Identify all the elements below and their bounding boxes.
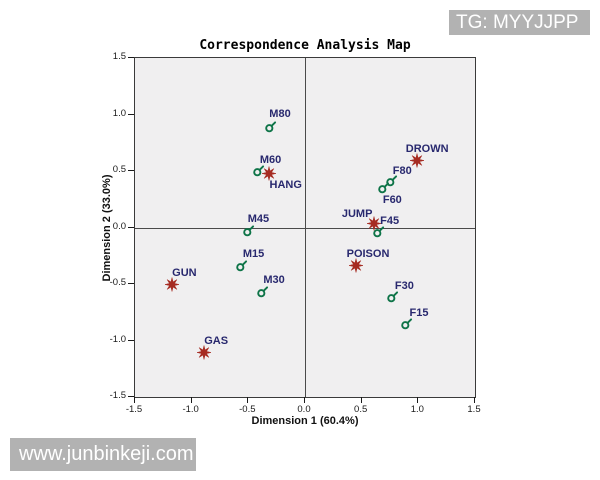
y-tick-label: 1.0 <box>112 107 126 119</box>
bottom-left-watermark: www.junbinkeji.com <box>10 438 196 471</box>
male-symbol-marker-f60 <box>378 181 391 199</box>
point-label-drown: DROWN <box>405 143 449 156</box>
y-tick-label: -0.5 <box>109 277 126 288</box>
x-tick-mark <box>134 397 135 403</box>
point-label-hang: HANG <box>269 178 302 191</box>
y-tick-label: 0.0 <box>112 220 126 232</box>
x-tick-label: -1.5 <box>125 404 143 415</box>
y-tick-mark <box>128 170 134 171</box>
star-marker-hang <box>261 165 276 186</box>
male-symbol-marker-f45 <box>372 225 385 243</box>
x-axis-label: Dimension 1 (60.4%) <box>251 415 359 427</box>
point-label-m60: M60 <box>259 154 282 167</box>
plot-area: M80 M60 M45 M15 M30 F80 F60 F45 F30 F15 … <box>134 57 476 398</box>
chart-title: Correspondence Analysis Map <box>199 38 411 53</box>
y-tick-mark <box>128 396 134 397</box>
point-label-f30: F30 <box>394 279 414 292</box>
point-label-poison: POISON <box>346 248 390 261</box>
x-tick-label: 1.5 <box>467 404 481 415</box>
y-tick-mark <box>128 283 134 284</box>
point-label-m80: M80 <box>269 108 291 121</box>
x-tick-label: 0.5 <box>354 404 368 415</box>
male-symbol-marker-m30 <box>257 285 270 303</box>
x-tick-label: 1.0 <box>410 404 424 415</box>
male-symbol-marker-f15 <box>401 317 414 335</box>
y-tick-mark <box>128 339 134 341</box>
x-tick-mark <box>247 397 249 403</box>
star-marker-gun <box>165 277 180 297</box>
x-tick-mark <box>474 397 475 403</box>
y-tick-label: 0.5 <box>112 164 126 175</box>
point-label-f80: F80 <box>392 165 412 178</box>
x-tick-label: 0.0 <box>297 404 311 415</box>
y-tick-label: -1.0 <box>109 333 126 345</box>
x-tick-mark <box>360 397 362 403</box>
male-symbol-marker-m15 <box>235 259 248 277</box>
x-tick-mark <box>304 397 305 403</box>
star-marker-jump <box>367 216 382 236</box>
top-right-watermark: TG: MYYJJPP <box>449 10 590 35</box>
point-label-gun: GUN <box>172 267 197 280</box>
y-axis-label: Dimension 2 (33.0%) <box>101 174 113 282</box>
male-symbol-marker-f80 <box>386 174 399 192</box>
point-label-m15: M15 <box>242 248 265 261</box>
y-tick-mark <box>128 226 134 228</box>
y-tick-label: 1.5 <box>112 51 126 62</box>
x-tick-mark <box>417 397 419 403</box>
y-tick-mark <box>128 113 134 115</box>
point-label-f60: F60 <box>382 194 402 207</box>
x-tick-mark <box>190 397 192 403</box>
point-label-m30: M30 <box>263 274 285 287</box>
point-label-f15: F15 <box>409 306 429 319</box>
male-symbol-marker-f30 <box>387 290 400 308</box>
x-tick-label: -0.5 <box>239 404 256 415</box>
zero-reference-line-horizontal <box>135 227 475 229</box>
male-symbol-marker-m80 <box>265 120 278 138</box>
star-marker-gas <box>197 345 212 365</box>
y-tick-mark <box>128 57 134 58</box>
x-tick-label: -1.0 <box>182 404 199 415</box>
point-label-gas: GAS <box>204 335 229 348</box>
point-label-f45: F45 <box>380 215 400 228</box>
star-marker-poison <box>348 258 364 278</box>
point-label-m45: M45 <box>247 213 270 226</box>
male-symbol-marker-m45 <box>243 224 256 242</box>
star-marker-drown <box>410 153 425 173</box>
male-symbol-marker-m60 <box>252 164 265 182</box>
point-label-jump: JUMP <box>341 208 373 221</box>
y-tick-label: -1.5 <box>109 390 126 401</box>
